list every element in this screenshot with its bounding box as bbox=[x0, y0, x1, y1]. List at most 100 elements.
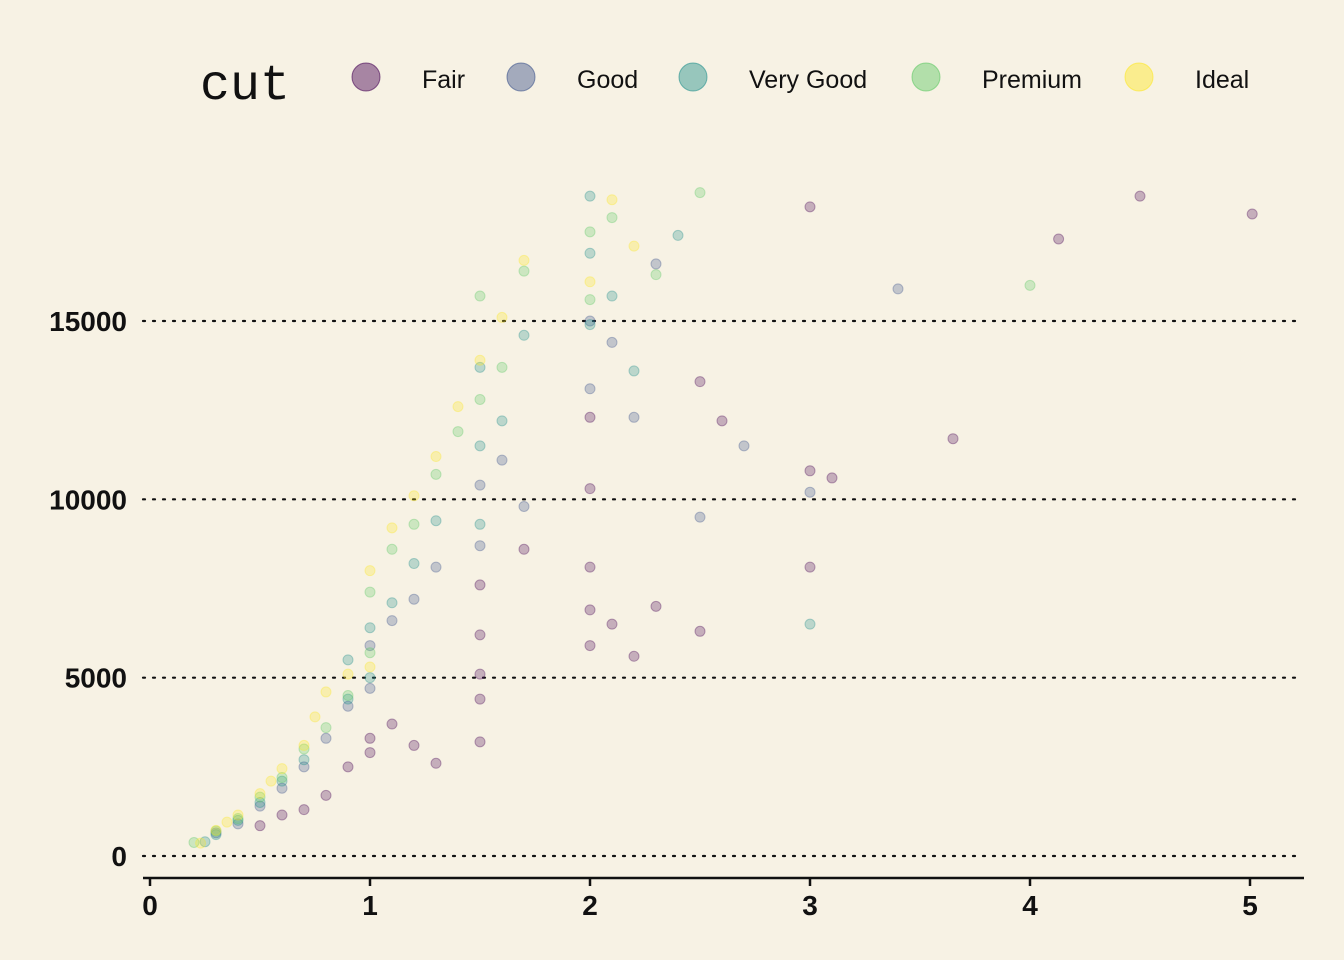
point-fair bbox=[584, 640, 596, 652]
point-ideal bbox=[232, 809, 244, 821]
point-very-good bbox=[364, 672, 376, 684]
point-fair bbox=[716, 415, 728, 427]
point-good bbox=[276, 782, 288, 794]
point-good bbox=[408, 593, 420, 605]
point-fair bbox=[474, 579, 486, 591]
point-premium bbox=[606, 212, 618, 224]
point-premium bbox=[408, 518, 420, 530]
point-good bbox=[584, 383, 596, 395]
gridlines bbox=[141, 319, 1302, 858]
point-premium bbox=[188, 836, 200, 848]
point-fair bbox=[298, 804, 310, 816]
y-tick-label: 15000 bbox=[49, 306, 127, 337]
point-very-good bbox=[342, 654, 354, 666]
point-very-good bbox=[430, 515, 442, 527]
point-ideal bbox=[254, 788, 266, 800]
point-fair bbox=[804, 465, 816, 477]
point-ideal bbox=[265, 775, 277, 787]
x-axis-ticks: 0 1 2 3 4 5 bbox=[142, 878, 1258, 921]
point-fair bbox=[1053, 233, 1065, 245]
point-ideal bbox=[364, 565, 376, 577]
point-premium bbox=[584, 226, 596, 238]
point-very-good bbox=[496, 415, 508, 427]
point-premium bbox=[474, 290, 486, 302]
point-good bbox=[364, 640, 376, 652]
point-ideal bbox=[276, 763, 288, 775]
point-good bbox=[518, 500, 530, 512]
legend-key-very-good bbox=[678, 62, 708, 92]
point-very-good bbox=[474, 440, 486, 452]
point-very-good bbox=[628, 365, 640, 377]
point-premium bbox=[342, 690, 354, 701]
point-very-good bbox=[210, 829, 222, 841]
point-very-good bbox=[364, 622, 376, 634]
point-good bbox=[342, 700, 354, 712]
point-good bbox=[386, 615, 398, 627]
point-ideal bbox=[474, 354, 486, 366]
point-ideal bbox=[386, 522, 398, 534]
point-premium bbox=[254, 791, 266, 803]
point-fair bbox=[804, 561, 816, 573]
point-ideal bbox=[210, 824, 222, 836]
point-ideal bbox=[518, 254, 530, 266]
point-very-good bbox=[804, 618, 816, 630]
x-tick-label: 0 bbox=[142, 890, 158, 921]
point-good bbox=[628, 411, 640, 423]
point-very-good bbox=[232, 814, 244, 826]
point-very-good bbox=[276, 775, 288, 787]
x-tick-label: 1 bbox=[362, 890, 378, 921]
point-fair bbox=[320, 789, 332, 801]
point-premium bbox=[584, 294, 596, 306]
legend-entries: Fair Good Very Good Premium Ideal bbox=[351, 62, 1249, 94]
point-ideal bbox=[195, 837, 207, 849]
point-fair bbox=[804, 201, 816, 213]
point-good bbox=[584, 315, 596, 327]
point-good bbox=[474, 479, 486, 491]
point-fair bbox=[606, 618, 618, 630]
point-good bbox=[606, 336, 618, 348]
point-premium bbox=[452, 426, 464, 438]
point-premium bbox=[364, 586, 376, 598]
point-fair bbox=[364, 732, 376, 744]
x-tick-label: 2 bbox=[582, 890, 598, 921]
point-ideal bbox=[408, 490, 420, 502]
point-good bbox=[364, 682, 376, 694]
point-fair bbox=[1134, 190, 1146, 202]
point-very-good bbox=[584, 247, 596, 259]
legend-label-very-good: Very Good bbox=[749, 66, 867, 94]
point-fair bbox=[650, 600, 662, 612]
x-tick-label: 4 bbox=[1022, 890, 1038, 921]
y-tick-label: 5000 bbox=[65, 663, 127, 694]
point-very-good bbox=[298, 754, 310, 766]
x-tick-label: 5 bbox=[1242, 890, 1258, 921]
point-premium bbox=[518, 265, 530, 277]
legend-label-good: Good bbox=[577, 66, 638, 94]
point-good bbox=[210, 827, 222, 839]
point-very-good bbox=[199, 836, 211, 848]
point-fair bbox=[474, 693, 486, 705]
point-premium bbox=[298, 743, 310, 755]
point-good bbox=[298, 761, 310, 773]
point-fair bbox=[584, 604, 596, 616]
point-fair bbox=[826, 472, 838, 484]
point-fair bbox=[694, 376, 706, 388]
legend-label-premium: Premium bbox=[982, 66, 1082, 94]
point-premium bbox=[430, 468, 442, 480]
legend-key-ideal bbox=[1124, 62, 1154, 92]
point-fair bbox=[474, 736, 486, 748]
point-good bbox=[232, 818, 244, 830]
x-tick-label: 3 bbox=[802, 890, 818, 921]
point-fair bbox=[430, 757, 442, 769]
point-fair bbox=[408, 739, 420, 751]
point-ideal bbox=[430, 451, 442, 463]
point-fair bbox=[474, 629, 486, 641]
point-very-good bbox=[672, 229, 684, 241]
legend: cut Fair Good Very Good Premium Ideal bbox=[200, 58, 1249, 115]
point-fair bbox=[947, 433, 959, 445]
point-good bbox=[254, 800, 266, 812]
point-good bbox=[496, 454, 508, 466]
point-premium bbox=[386, 543, 398, 555]
point-good bbox=[474, 540, 486, 552]
point-good bbox=[650, 258, 662, 270]
point-ideal bbox=[584, 276, 596, 288]
